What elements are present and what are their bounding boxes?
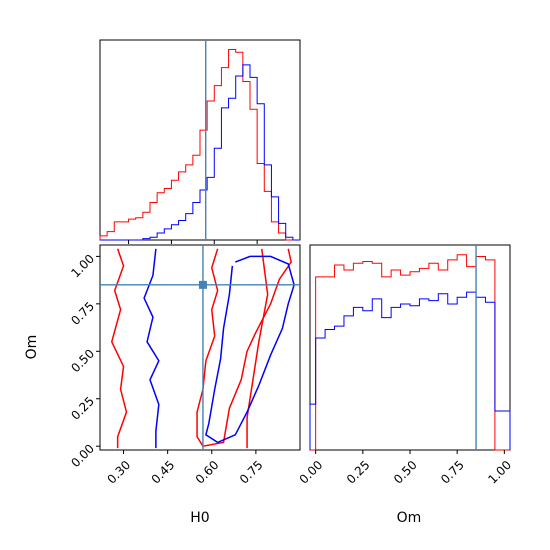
xtick-label: 0.00 <box>297 458 326 487</box>
contour-xtick-label: 0.30 <box>104 458 133 487</box>
panel-contour-H0-Om: 0.30 0.45 0.60 0.75 0.00 0.25 0.50 0.75 1.00 <box>68 244 301 487</box>
contour-ytick-label: 0.50 <box>68 346 97 375</box>
contour-xtick-label: 0.45 <box>149 458 178 487</box>
panel-hist-Om: 0.00 0.25 0.50 0.75 1.00 <box>297 244 514 487</box>
contour-ytick-label: 0.25 <box>68 394 97 423</box>
contour-line-red <box>246 248 269 449</box>
xtick-label: 1.00 <box>485 458 514 487</box>
panel-hist-H0 <box>99 39 301 244</box>
contour-truth-marker <box>198 280 207 289</box>
contour-line-blue <box>143 248 160 449</box>
contour-line-red <box>110 248 128 449</box>
xlabel-Om: Om <box>397 510 422 526</box>
contour-ytick-label: 0.00 <box>68 441 97 470</box>
contour-ytick-label: 0.75 <box>68 299 97 328</box>
xtick-label: 0.75 <box>438 458 467 487</box>
contour-xtick-label: 0.75 <box>237 458 266 487</box>
contour-xtick-label: 0.60 <box>193 458 222 487</box>
contour-ytick-label: 1.00 <box>68 252 97 281</box>
contour-line-blue <box>205 255 295 444</box>
xtick-label: 0.50 <box>391 458 420 487</box>
xtick-label: 0.25 <box>344 458 373 487</box>
xlabel-H0: H0 <box>190 510 209 526</box>
ylabel-Om: Om <box>24 335 40 360</box>
histogram-step-blue <box>100 64 300 241</box>
